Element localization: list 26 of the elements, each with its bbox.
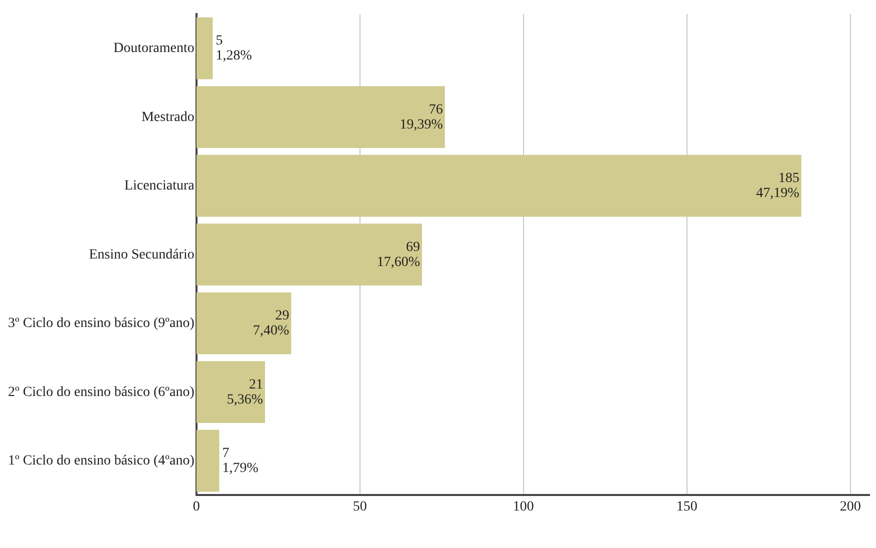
- y-tick-label: Ensino Secundário: [88, 247, 194, 262]
- x-tick-label: 200: [840, 499, 861, 514]
- data-label: 7 1,79%: [222, 446, 259, 476]
- bar: [196, 430, 220, 492]
- x-tick-label: 50: [352, 499, 367, 514]
- bar: [196, 224, 422, 286]
- y-tick-label: Licenciatura: [124, 178, 196, 194]
- bar: [196, 154, 802, 217]
- bar: [196, 292, 292, 354]
- data-label: 76 19,39%: [400, 102, 444, 132]
- data-label: 69 17,60%: [376, 240, 420, 270]
- y-tick-label: 2º Ciclo do ensino básico (6ºano): [8, 384, 195, 400]
- y-tick-label: 1º Ciclo do ensino básico (4ºano): [8, 454, 195, 468]
- bar: [196, 361, 266, 424]
- data-label: 5 1,28%: [216, 34, 252, 64]
- data-label: 29 7,40%: [253, 308, 290, 339]
- data-label: 185 47,19%: [756, 171, 800, 202]
- x-tick-label: 0: [192, 499, 200, 514]
- x-tick-label: 100: [512, 499, 534, 514]
- x-tick-label: 150: [676, 499, 698, 514]
- bar: [196, 86, 445, 148]
- data-label: 21 5,36%: [226, 377, 264, 408]
- bar: [196, 17, 213, 80]
- y-tick-label: Mestrado: [141, 110, 194, 125]
- y-tick-label: 3º Ciclo do ensino básico (9ºano): [8, 316, 195, 332]
- y-tick-label: Doutoramento: [113, 41, 194, 56]
